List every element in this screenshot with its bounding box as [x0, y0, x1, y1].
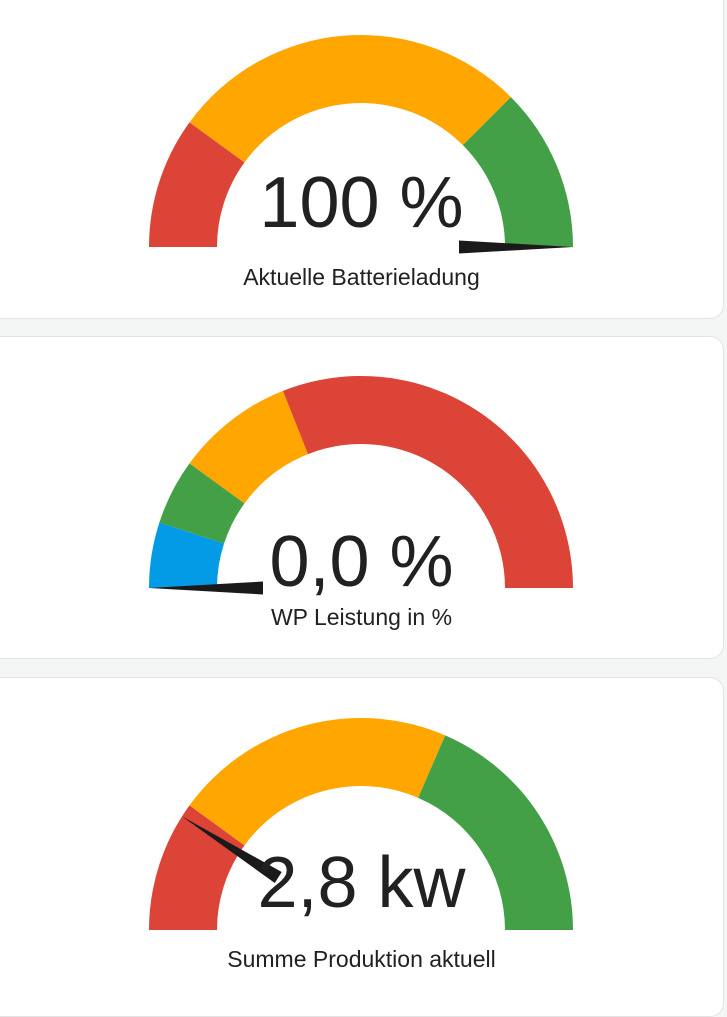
- gauge-value: 0,0 %: [269, 522, 454, 602]
- gauge-segment: [189, 34, 511, 163]
- gauge-card-produktion[interactable]: 2,8 kw Summe Produktion aktuell: [0, 677, 724, 1017]
- gauge-value: 2,8 kw: [257, 843, 466, 923]
- gauge-segment: [159, 463, 245, 544]
- gauge-needle: [182, 816, 282, 883]
- gauge-segment: [418, 735, 573, 930]
- gauge-value: 100 %: [259, 163, 464, 243]
- gauge-segment: [149, 122, 245, 247]
- gauge-card-wp-leistung[interactable]: 0,0 % WP Leistung in %: [0, 336, 724, 659]
- gauge-needle: [149, 581, 263, 595]
- gauge-battery: [149, 34, 573, 254]
- gauge-segment: [462, 97, 573, 248]
- gauge-segment: [189, 718, 446, 846]
- gauge-label: Aktuelle Batterieladung: [243, 264, 480, 290]
- gauge-segment: [149, 522, 225, 588]
- gauge-segment: [189, 390, 308, 504]
- gauge-label: Summe Produktion aktuell: [227, 946, 496, 972]
- gauge-wp-leistung: [149, 376, 573, 595]
- gauge-segment: [149, 805, 245, 930]
- gauge-segment: [282, 376, 573, 588]
- gauge-needle: [459, 240, 573, 254]
- gauge-produktion: [149, 718, 573, 930]
- gauge-card-battery[interactable]: 100 % Aktuelle Batterieladung: [0, 0, 724, 319]
- gauge-label: WP Leistung in %: [270, 604, 453, 630]
